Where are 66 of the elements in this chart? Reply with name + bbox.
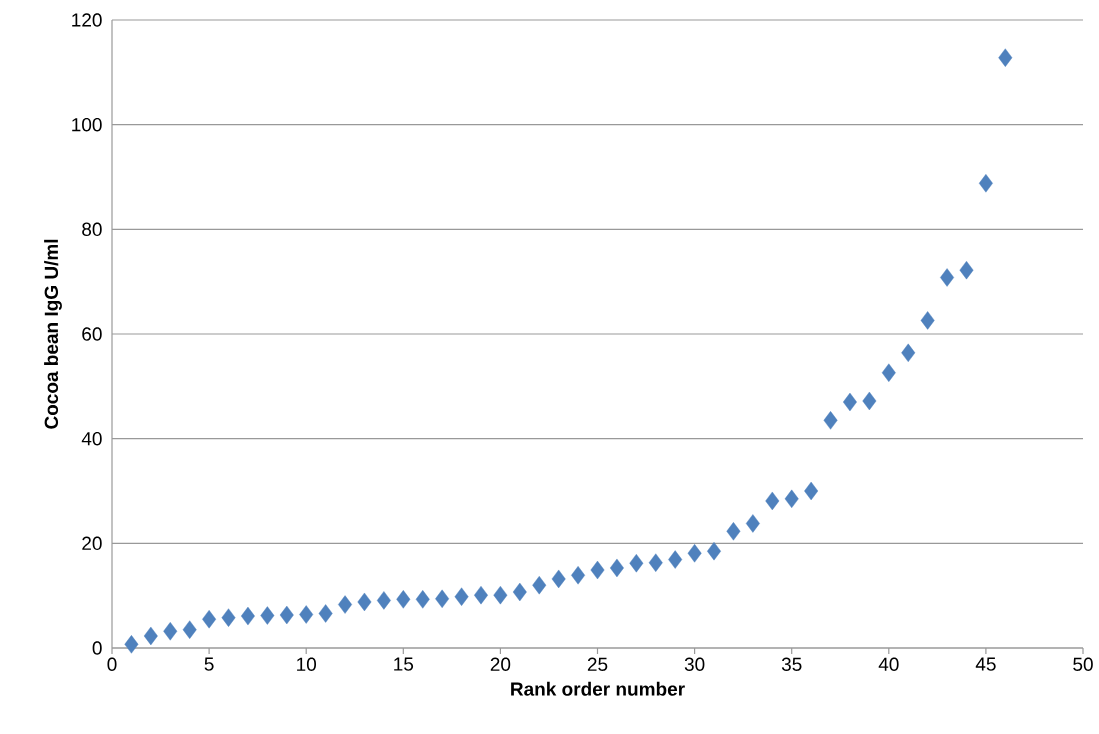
point [338, 595, 352, 614]
point [804, 481, 819, 501]
point [668, 550, 683, 569]
point [124, 635, 139, 654]
point [163, 622, 178, 641]
point [940, 268, 955, 287]
y-tick-label: 60 [82, 327, 102, 341]
point [687, 544, 702, 563]
point [299, 605, 314, 624]
point [881, 363, 896, 382]
point [415, 590, 430, 609]
y-tick-label: 120 [72, 13, 102, 27]
point [843, 392, 857, 412]
y-tick-label: 80 [82, 222, 102, 237]
point [474, 585, 488, 605]
point [707, 541, 721, 561]
point [435, 589, 450, 609]
point [648, 553, 663, 572]
point [998, 48, 1013, 67]
x-tick-label: 10 [297, 657, 317, 671]
x-tick-label: 25 [587, 657, 608, 671]
y-axis-title: Cocoa bean IgG U/ml [44, 239, 62, 429]
point [609, 558, 624, 578]
x-tick-label: 20 [490, 657, 511, 671]
x-axis-title: Rank order number [511, 681, 685, 696]
point [260, 606, 275, 625]
point [629, 554, 644, 573]
point [202, 610, 217, 629]
point [959, 260, 974, 280]
point [726, 522, 741, 541]
x-tick-label: 50 [1073, 657, 1093, 671]
x-tick-label: 15 [394, 657, 414, 671]
point [493, 585, 508, 605]
point [143, 626, 158, 646]
point [978, 174, 993, 193]
point [784, 489, 799, 509]
point [862, 391, 877, 411]
point [532, 576, 547, 595]
point [823, 411, 838, 430]
point [279, 605, 294, 625]
y-tick-label: 40 [81, 431, 102, 446]
point [512, 582, 527, 602]
x-tick-label: 35 [781, 657, 802, 671]
point [551, 569, 566, 589]
point [318, 604, 333, 623]
point [901, 343, 916, 363]
x-tick-label: 0 [107, 657, 117, 671]
x-tick-label: 30 [684, 657, 705, 671]
point [376, 591, 391, 610]
x-tick-label: 40 [878, 657, 899, 671]
y-tick-label: 0 [92, 641, 102, 655]
y-tick-label: 20 [82, 536, 102, 551]
point [454, 587, 469, 606]
x-tick-label: 45 [975, 657, 996, 671]
point [396, 590, 411, 609]
point [590, 560, 605, 580]
point [745, 514, 760, 533]
point [221, 608, 236, 627]
y-tick-label: 100 [72, 117, 102, 132]
point [182, 620, 197, 639]
point [357, 592, 372, 612]
point [571, 566, 586, 585]
point [920, 311, 935, 330]
point [765, 491, 780, 511]
x-tick-label: 5 [204, 657, 214, 671]
point [240, 606, 255, 626]
